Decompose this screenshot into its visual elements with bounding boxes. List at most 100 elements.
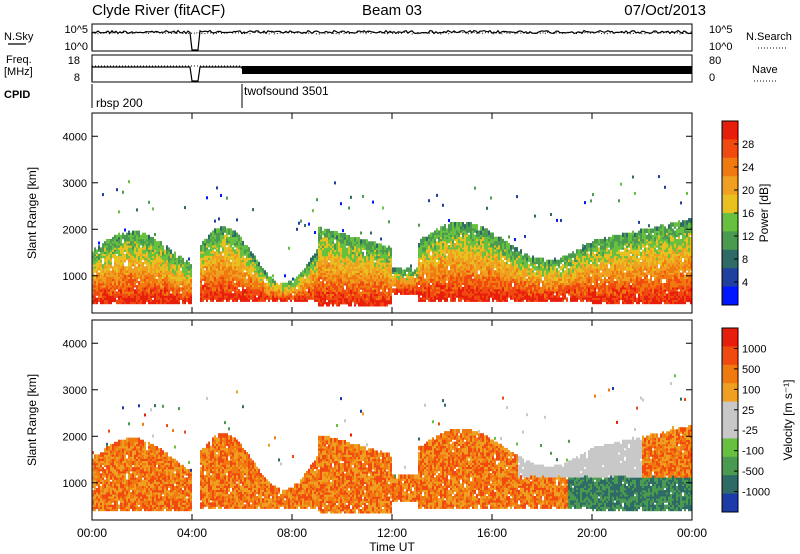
echo-cell — [310, 257, 312, 263]
echo-cell — [218, 280, 220, 286]
echo-cell — [92, 266, 94, 271]
echo-cell — [242, 293, 244, 298]
echo-cell — [354, 237, 356, 242]
echo-cell — [440, 291, 442, 296]
echo-cell — [374, 245, 376, 250]
echo-cell — [450, 276, 452, 281]
echo-cell — [164, 249, 166, 254]
echo-cell — [124, 253, 126, 259]
echo-cell — [310, 263, 312, 269]
echo-cell — [146, 262, 148, 267]
echo-cell — [296, 289, 298, 294]
echo-cell — [496, 272, 498, 277]
echo-cell — [102, 247, 104, 252]
echo-cell — [452, 253, 454, 258]
echo-cell — [436, 193, 438, 197]
echo-cell — [426, 243, 428, 248]
nsearch-label: N.Search — [746, 31, 792, 43]
echo-cell — [538, 270, 540, 275]
echo-cell — [96, 291, 98, 296]
echo-cell — [468, 255, 470, 260]
echo-cell — [246, 261, 248, 267]
echo-cell — [334, 230, 336, 236]
echo-cell — [234, 270, 236, 275]
echo-cell — [494, 259, 496, 265]
echo-cell — [204, 276, 206, 281]
echo-cell — [384, 253, 386, 259]
echo-cell — [334, 268, 336, 273]
echo-cell — [340, 266, 342, 271]
echo-cell — [376, 243, 378, 248]
echo-cell — [292, 286, 294, 292]
echo-cell — [532, 293, 534, 298]
echo-cell — [340, 249, 342, 255]
echo-cell — [430, 291, 432, 296]
echo-cell — [388, 264, 390, 269]
echo-cell — [342, 233, 344, 238]
echo-cell — [288, 246, 290, 250]
echo-cell — [140, 259, 142, 265]
echo-cell — [346, 256, 348, 261]
echo-cell — [308, 222, 310, 226]
echo-cell — [318, 283, 320, 288]
echo-cell — [406, 273, 408, 279]
echo-cell — [456, 226, 458, 231]
echo-cell — [242, 284, 244, 290]
echo-cell — [132, 283, 134, 288]
echo-cell — [532, 297, 534, 302]
echo-cell — [494, 253, 496, 258]
echo-cell — [358, 283, 360, 288]
echo-cell — [246, 251, 248, 256]
echo-cell — [162, 264, 164, 269]
echo-cell — [490, 261, 492, 267]
nsky-trace — [91, 29, 693, 51]
echo-cell — [348, 206, 350, 210]
echo-cell — [466, 274, 468, 279]
echo-cell — [120, 262, 122, 267]
echo-cell — [200, 289, 202, 294]
echo-cell — [144, 236, 146, 242]
echo-cell — [428, 234, 430, 240]
echo-cell — [342, 276, 344, 282]
echo-cell — [176, 285, 178, 290]
echo-cell — [286, 295, 288, 300]
echo-cell — [164, 270, 166, 275]
echo-cell — [332, 230, 334, 236]
echo-cell — [260, 291, 262, 296]
echo-cell — [534, 272, 536, 277]
echo-cell — [370, 241, 372, 246]
echo-cell — [136, 230, 138, 236]
echo-cell — [306, 263, 308, 269]
echo-cell — [390, 291, 392, 297]
echo-cell — [388, 272, 390, 278]
echo-cell — [422, 236, 424, 242]
echo-cell — [484, 228, 486, 233]
echo-cell — [178, 272, 180, 277]
echo-cell — [388, 279, 390, 284]
echo-cell — [106, 270, 108, 275]
echo-cell — [204, 261, 206, 267]
echo-cell — [382, 291, 384, 297]
echo-cell — [246, 278, 248, 283]
echo-cell — [168, 257, 170, 263]
echo-cell — [432, 232, 434, 237]
echo-cell — [126, 293, 128, 298]
nsky-tick-top: 10^5 — [64, 24, 88, 36]
echo-cell — [540, 286, 542, 292]
echo-cell — [402, 269, 404, 274]
echo-cell — [232, 255, 234, 260]
echo-cell — [476, 274, 478, 279]
echo-cell — [292, 282, 294, 288]
nave-tick-bottom: 0 — [709, 72, 715, 84]
echo-cell — [128, 266, 130, 271]
echo-cell — [184, 291, 186, 296]
echo-cell — [448, 224, 450, 229]
echo-cell — [238, 268, 240, 273]
echo-cell — [420, 297, 422, 302]
echo-cell — [358, 237, 360, 242]
echo-cell — [320, 297, 322, 303]
echo-cell — [418, 243, 420, 248]
echo-cell — [354, 295, 356, 301]
echo-cell — [462, 278, 464, 283]
echo-cell — [98, 287, 100, 292]
